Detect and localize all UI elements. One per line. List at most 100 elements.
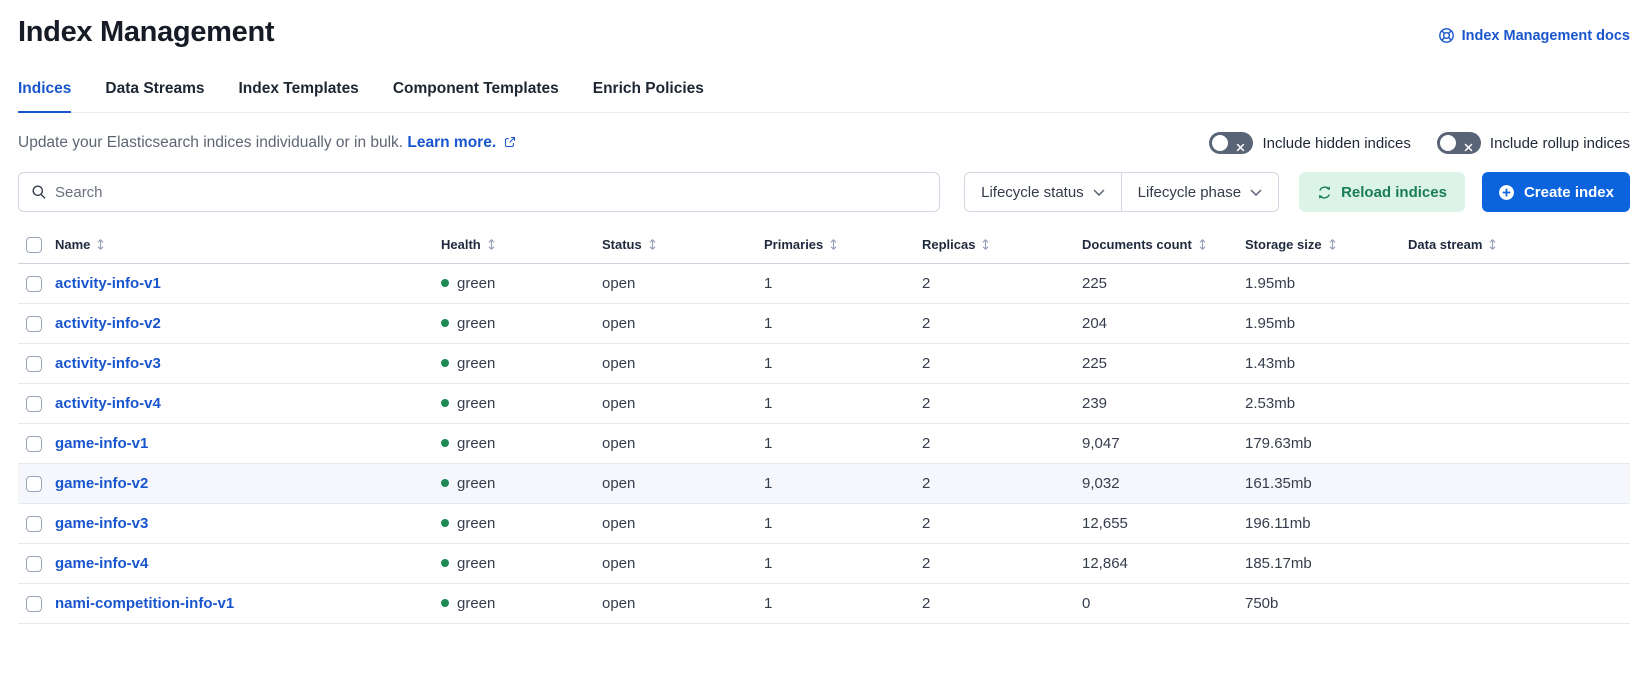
documents-count-cell: 9,047 (1082, 423, 1245, 464)
health-dot (441, 518, 449, 527)
index-name-link[interactable]: activity-info-v4 (55, 394, 161, 412)
index-name-link[interactable]: activity-info-v2 (55, 314, 161, 332)
sort-icon (830, 238, 837, 250)
data-stream-cell (1408, 503, 1630, 544)
table-row: activity-info-v2 green open 1 2 204 1.95… (18, 303, 1630, 344)
health-label: green (457, 594, 496, 612)
row-checkbox[interactable] (26, 475, 42, 492)
index-name-link[interactable]: activity-info-v1 (55, 274, 161, 292)
learn-more-link[interactable]: Learn more. (407, 133, 497, 151)
table-header-row: Name Health Status Primaries Replicas Do… (18, 228, 1630, 264)
lifecycle-filter-group: Lifecycle status Lifecycle phase (964, 172, 1280, 212)
health-label: green (457, 434, 496, 452)
tab-component-templates[interactable]: Component Templates (392, 80, 559, 97)
sort-icon (1329, 238, 1336, 250)
health-label: green (457, 514, 496, 532)
tab-enrich-policies[interactable]: Enrich Policies (592, 80, 704, 97)
row-checkbox[interactable] (26, 435, 42, 452)
health-dot (441, 278, 449, 287)
health-dot (441, 438, 449, 447)
refresh-icon (1317, 185, 1332, 200)
table-row: game-info-v4 green open 1 2 12,864 185.1… (18, 543, 1630, 584)
include-hidden-indices-toggle[interactable] (1209, 132, 1254, 154)
row-checkbox[interactable] (26, 355, 42, 372)
row-checkbox[interactable] (26, 315, 42, 332)
row-checkbox[interactable] (26, 555, 42, 572)
health-dot (441, 558, 449, 567)
row-checkbox[interactable] (26, 515, 42, 532)
column-header-primaries[interactable]: Primaries (764, 228, 922, 264)
documents-count-cell: 239 (1082, 383, 1245, 424)
sort-icon (488, 238, 495, 250)
sort-icon (97, 238, 104, 250)
storage-size-cell: 1.95mb (1245, 263, 1408, 304)
documents-count-cell: 9,032 (1082, 463, 1245, 504)
lifecycle-phase-filter[interactable]: Lifecycle phase (1120, 173, 1279, 211)
primaries-cell: 1 (764, 503, 922, 544)
index-name-link[interactable]: game-info-v3 (55, 514, 149, 532)
primaries-cell: 1 (764, 343, 922, 384)
docs-link-label: Index Management docs (1461, 27, 1630, 44)
index-name-link[interactable]: nami-competition-info-v1 (55, 594, 235, 612)
row-checkbox[interactable] (26, 275, 42, 292)
column-header-health[interactable]: Health (441, 228, 602, 264)
documents-count-cell: 225 (1082, 343, 1245, 384)
table-row: nami-competition-info-v1 green open 1 2 … (18, 583, 1630, 624)
select-all-checkbox[interactable] (26, 236, 42, 253)
search-input[interactable] (55, 183, 928, 201)
intro-description: Update your Elasticsearch indices indivi… (18, 133, 404, 151)
primaries-cell: 1 (764, 463, 922, 504)
chevron-down-icon (1093, 188, 1105, 196)
row-checkbox[interactable] (26, 595, 42, 612)
data-stream-cell (1408, 263, 1630, 304)
lifecycle-status-filter[interactable]: Lifecycle status (965, 173, 1121, 211)
status-cell: open (602, 543, 764, 584)
health-dot (441, 398, 449, 407)
toolbar: Lifecycle status Lifecycle phase (18, 172, 1630, 212)
health-label: green (457, 554, 496, 572)
column-header-name[interactable]: Name (55, 228, 441, 264)
index-name-link[interactable]: game-info-v1 (55, 434, 149, 452)
tab-indices[interactable]: Indices (18, 80, 72, 113)
status-cell: open (602, 583, 764, 624)
replicas-cell: 2 (922, 303, 1082, 344)
replicas-cell: 2 (922, 423, 1082, 464)
table-row: activity-info-v1 green open 1 2 225 1.95… (18, 263, 1630, 304)
column-header-replicas[interactable]: Replicas (922, 228, 1082, 264)
column-header-documents-count[interactable]: Documents count (1082, 228, 1245, 264)
replicas-cell: 2 (922, 463, 1082, 504)
create-index-button[interactable]: Create index (1481, 172, 1630, 212)
health-dot (441, 478, 449, 487)
rollup-indices-toggle-label: Include rollup indices (1489, 134, 1630, 152)
index-name-link[interactable]: activity-info-v3 (55, 354, 161, 372)
reload-indices-button[interactable]: Reload indices (1299, 172, 1465, 212)
primaries-cell: 1 (764, 583, 922, 624)
data-stream-cell (1408, 343, 1630, 384)
data-stream-cell (1408, 383, 1630, 424)
column-header-status[interactable]: Status (602, 228, 764, 264)
include-rollup-indices-toggle[interactable] (1436, 132, 1481, 154)
data-stream-cell (1408, 423, 1630, 464)
health-label: green (457, 274, 496, 292)
documents-count-cell: 0 (1082, 583, 1245, 624)
tab-data-streams[interactable]: Data Streams (105, 80, 205, 97)
table-row: activity-info-v4 green open 1 2 239 2.53… (18, 383, 1630, 424)
search-box (18, 172, 941, 212)
documents-count-cell: 12,655 (1082, 503, 1245, 544)
hidden-indices-toggle-wrap: Include hidden indices (1209, 132, 1411, 154)
index-name-link[interactable]: game-info-v4 (55, 554, 149, 572)
table-row: game-info-v1 green open 1 2 9,047 179.63… (18, 423, 1630, 464)
table-row-hovered: game-info-v2 green open 1 2 9,032 161.35… (18, 463, 1630, 504)
column-header-storage-size[interactable]: Storage size (1245, 228, 1408, 264)
replicas-cell: 2 (922, 383, 1082, 424)
row-checkbox[interactable] (26, 395, 42, 412)
column-header-data-stream[interactable]: Data stream (1408, 228, 1630, 264)
health-dot (441, 318, 449, 327)
storage-size-cell: 750b (1245, 583, 1408, 624)
docs-link[interactable]: Index Management docs (1438, 27, 1630, 44)
status-cell: open (602, 383, 764, 424)
status-cell: open (602, 343, 764, 384)
index-name-link[interactable]: game-info-v2 (55, 474, 149, 492)
tab-index-templates[interactable]: Index Templates (238, 80, 359, 97)
storage-size-cell: 161.35mb (1245, 463, 1408, 504)
